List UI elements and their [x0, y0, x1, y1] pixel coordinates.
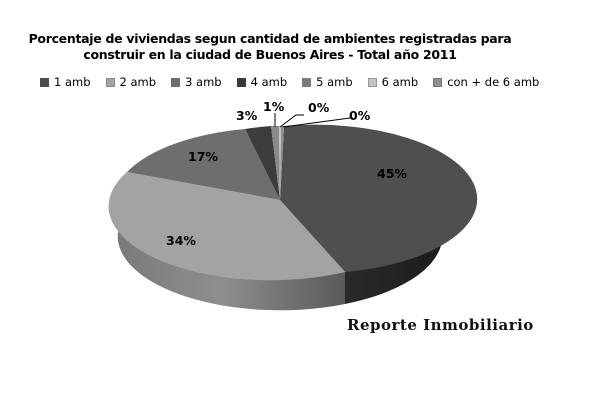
legend-swatch — [236, 77, 246, 87]
label-2amb: 34% — [166, 233, 196, 248]
chart-title-line2: construir en la ciudad de Buenos Aires -… — [83, 47, 457, 62]
label-5amb: 1% — [263, 99, 285, 114]
slice-1amb — [280, 124, 478, 272]
slice-6amb — [279, 125, 281, 200]
label-more-than-6amb: 0% — [349, 108, 371, 123]
legend-swatch — [105, 77, 115, 87]
legend-item-6amb: 6 amb — [367, 75, 419, 89]
slice-more-than-6amb — [280, 125, 284, 200]
label-4amb: 3% — [236, 108, 258, 123]
legend-item-4amb: 4 amb — [236, 75, 288, 89]
legend-label: 3 amb — [185, 75, 222, 89]
pie-top — [108, 124, 478, 281]
legend-swatch — [40, 77, 49, 87]
watermark: Reporte Inmobiliario — [347, 316, 534, 334]
slice-3amb — [127, 129, 280, 200]
slice-5amb — [271, 125, 280, 200]
legend-label: 5 amb — [316, 75, 353, 89]
legend-label: 6 amb — [381, 75, 419, 89]
legend-item-more-than-6amb: con + de 6 amb — [433, 75, 539, 89]
label-6amb: 0% — [308, 100, 330, 115]
label-3amb: 17% — [188, 149, 218, 164]
legend-label: 1 amb — [54, 75, 91, 89]
legend-label: con + de 6 amb — [447, 75, 540, 89]
legend-swatch — [433, 77, 443, 87]
legend-label: 4 amb — [250, 75, 288, 89]
pie-side-walls — [117, 200, 443, 311]
legend-label: 2 amb — [119, 75, 157, 89]
label-1amb: 45% — [377, 166, 407, 181]
legend-item-1amb: 1 amb — [40, 75, 91, 89]
slice-2amb — [108, 172, 345, 281]
slice-4amb — [245, 126, 280, 200]
legend-swatch — [302, 77, 312, 87]
legend-swatch — [367, 77, 377, 87]
legend-swatch — [171, 77, 181, 87]
chart-title-line1: Porcentaje de viviendas segun cantidad d… — [28, 31, 512, 46]
leader-lines — [274, 113, 353, 128]
legend-item-3amb: 3 amb — [171, 75, 222, 89]
legend-item-5amb: 5 amb — [302, 75, 353, 89]
legend-item-2amb: 2 amb — [105, 75, 157, 89]
chart-legend: 1 amb 2 amb 3 amb 4 amb 5 amb 6 amb con … — [40, 75, 539, 89]
chart-title: Porcentaje de viviendas segun cantidad d… — [0, 31, 540, 63]
